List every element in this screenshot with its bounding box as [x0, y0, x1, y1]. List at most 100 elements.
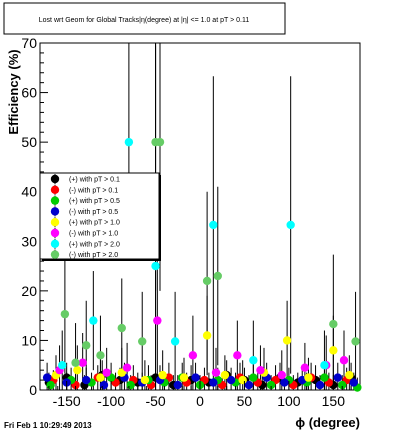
data-point: [71, 358, 80, 367]
data-point: [277, 370, 286, 380]
legend-marker: [50, 239, 60, 248]
data-point: [124, 137, 134, 147]
y-tick-label: 70: [21, 35, 37, 51]
data-point: [238, 375, 247, 385]
data-point: [202, 331, 212, 340]
data-point: [155, 137, 165, 147]
x-tick-label: -50: [145, 393, 165, 409]
x-axis: -150 -100 -50 0 50 100 150: [48, 381, 352, 409]
data-point: [286, 220, 295, 230]
data-point: [138, 337, 147, 346]
y-tick-label: 30: [21, 233, 37, 249]
legend-marker: [50, 250, 60, 259]
data-point: [73, 365, 82, 375]
data-point: [345, 370, 354, 380]
data-point: [249, 373, 258, 382]
data-point: [170, 337, 180, 346]
data-point: [58, 361, 67, 370]
legend-marker: [50, 218, 60, 227]
data-point: [282, 336, 292, 345]
legend-entry-label: (+) with pT > 0.1: [69, 177, 120, 184]
x-tick-label: 100: [277, 393, 301, 409]
data-point: [153, 316, 162, 325]
data-point: [315, 380, 325, 390]
legend-entry-label: (-) with pT > 1.0: [69, 231, 118, 238]
legend-shadow-bottom: [42, 259, 161, 261]
data-point: [82, 341, 91, 350]
legend-marker: [50, 228, 60, 238]
data-point: [89, 316, 98, 325]
y-tick-label: 50: [21, 134, 37, 150]
y-tick-label: 40: [21, 184, 37, 200]
x-tick-label: -100: [97, 393, 125, 409]
legend-entry-label: (+) with pT > 0.5: [69, 198, 120, 205]
data-point: [102, 368, 111, 377]
y-tick-label: 0: [29, 382, 37, 398]
data-point: [82, 375, 91, 385]
y-tick-label: 60: [21, 85, 37, 101]
data-point: [96, 373, 105, 382]
data-point: [140, 375, 150, 385]
legend-entries: (+) with pT > 0.1 (-) with pT > 0.1 (+) wi…: [50, 174, 120, 260]
data-point: [320, 361, 329, 370]
data-point: [202, 276, 212, 286]
y-tick-label: 10: [21, 332, 37, 348]
legend-entry-label: (-) with pT > 0.5: [69, 209, 118, 216]
data-point: [320, 373, 329, 382]
legend-marker: [50, 196, 60, 205]
data-point: [213, 271, 222, 281]
legend-marker: [50, 185, 60, 194]
data-point: [188, 351, 198, 360]
x-tick-label: 150: [322, 393, 346, 409]
y-axis: 0 10 20 30 40 50 60 70: [21, 35, 48, 398]
data-point: [60, 309, 70, 319]
legend-entry-label: (+) with pT > 2.0: [69, 241, 120, 248]
data-point: [117, 323, 126, 333]
y-tick-label: 20: [21, 283, 37, 299]
data-point: [126, 380, 135, 390]
legend-entry-label: (-) with pT > 2.0: [69, 252, 118, 259]
data-point: [46, 380, 55, 390]
data-point: [191, 373, 200, 382]
data-point: [209, 220, 218, 230]
data-point: [179, 373, 189, 382]
data-point: [329, 346, 338, 355]
data-point: [280, 378, 289, 387]
legend-shadow-right: [159, 175, 161, 261]
title-box: [3, 2, 286, 35]
data-markers: [42, 137, 362, 392]
data-point: [351, 337, 360, 346]
legend-marker: [50, 174, 60, 184]
legend-entry-label: (-) with pT > 0.1: [69, 187, 118, 194]
y-axis-label: Efficiency (%): [6, 49, 21, 134]
data-point: [211, 368, 221, 377]
data-point: [173, 380, 182, 390]
data-point: [249, 356, 258, 365]
data-point: [42, 373, 52, 382]
data-point: [339, 356, 349, 365]
data-point: [220, 370, 230, 380]
data-point: [122, 363, 132, 372]
data-point: [99, 380, 109, 390]
data-point: [209, 378, 218, 387]
data-point: [256, 365, 265, 375]
data-point: [329, 319, 338, 329]
data-point: [244, 380, 254, 390]
data-point: [151, 261, 160, 271]
data-point: [333, 373, 342, 382]
data-point: [226, 375, 236, 385]
data-point: [78, 358, 87, 367]
data-point: [96, 351, 105, 360]
data-point: [158, 370, 167, 380]
legend: (+) with pT > 0.1 (-) with pT > 0.1 (+) wi…: [39, 172, 161, 261]
data-point: [266, 380, 276, 390]
data-point: [338, 380, 347, 390]
data-point: [117, 368, 126, 377]
x-tick-label: -150: [53, 393, 81, 409]
legend-marker: [50, 207, 60, 216]
data-point: [233, 351, 242, 360]
x-tick-label: 50: [237, 393, 253, 409]
chart-title: Lost wrt Geom for Global Tracks|η(degree…: [39, 17, 250, 24]
data-point: [349, 378, 358, 387]
